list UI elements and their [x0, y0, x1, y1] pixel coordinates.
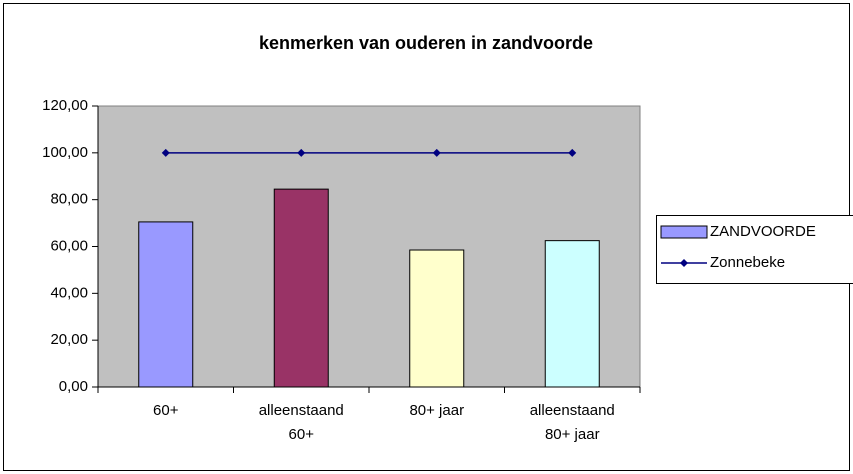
x-tick-label: alleenstaand 80+ jaar	[530, 402, 615, 443]
legend-marker	[680, 259, 688, 267]
y-tick-label: 100,00	[42, 144, 88, 161]
y-tick-label: 0,00	[59, 378, 88, 395]
bar	[273, 188, 329, 388]
x-tick-label: 80+ jaar	[409, 402, 464, 419]
line-marker	[432, 148, 441, 157]
y-tick-label: 40,00	[50, 284, 88, 301]
bar	[409, 249, 465, 388]
bar	[138, 221, 194, 388]
chart-title: kenmerken van ouderen in zandvoorde	[259, 33, 593, 53]
bar	[544, 240, 600, 388]
y-tick-label: 20,00	[50, 331, 88, 348]
y-tick-label: 80,00	[50, 191, 88, 208]
line-marker	[297, 148, 306, 157]
legend-label: ZANDVOORDE	[710, 223, 816, 240]
line-marker	[161, 148, 170, 157]
y-tick-label: 60,00	[50, 237, 88, 254]
x-tick-label: alleenstaand 60+	[259, 402, 344, 443]
legend-swatch	[660, 225, 708, 239]
legend-label: Zonnebeke	[710, 254, 785, 271]
y-tick-label: 120,00	[42, 97, 88, 114]
line-marker	[568, 148, 577, 157]
x-tick-label: 60+	[153, 402, 179, 419]
